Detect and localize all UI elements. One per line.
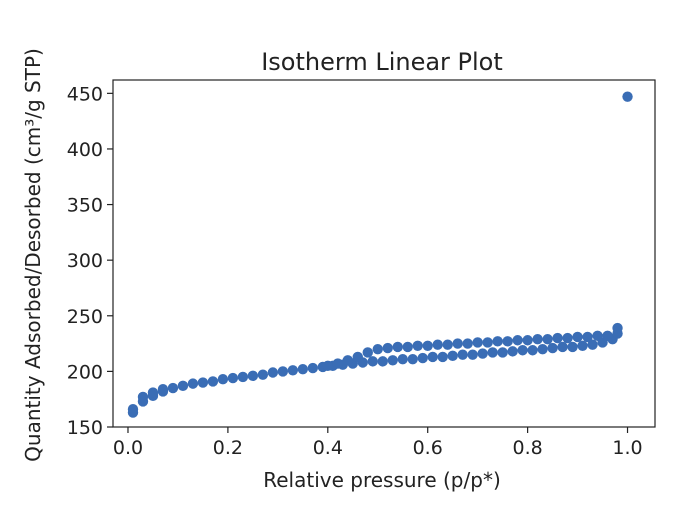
plot-area — [112, 79, 656, 428]
data-point — [187, 378, 199, 389]
data-point — [512, 335, 523, 346]
data-point — [417, 352, 428, 364]
data-point — [267, 367, 279, 378]
data-point — [407, 353, 418, 365]
data-points — [127, 91, 633, 418]
data-point — [167, 382, 179, 394]
data-point — [422, 340, 433, 352]
data-point — [497, 347, 508, 358]
y-tick-label: 150 — [67, 417, 103, 439]
data-point — [447, 350, 458, 362]
data-point — [297, 363, 309, 375]
data-point — [387, 355, 398, 366]
data-point — [377, 356, 388, 367]
data-point — [277, 366, 289, 377]
data-point — [127, 404, 139, 415]
y-tick-label: 400 — [67, 139, 103, 161]
data-point — [537, 343, 548, 355]
data-point — [577, 340, 588, 352]
data-point — [332, 358, 343, 369]
data-point — [207, 376, 219, 387]
x-tick-label: 1.0 — [612, 437, 642, 459]
y-tick-label: 200 — [67, 361, 103, 383]
data-point — [552, 332, 563, 344]
x-axis: 0.0 0.2 0.4 0.6 0.8 1.0 — [113, 427, 643, 459]
data-point — [592, 330, 603, 342]
data-point — [217, 373, 229, 385]
data-point — [432, 339, 443, 350]
data-point — [557, 341, 568, 353]
x-tick-label: 0.8 — [513, 437, 543, 459]
x-tick-label: 0.6 — [413, 437, 443, 459]
y-tick-label: 300 — [67, 250, 103, 272]
data-point — [527, 345, 538, 356]
y-axis: 150 200 250 300 350 400 450 — [67, 83, 113, 439]
data-point — [582, 331, 593, 343]
x-axis-label: Relative pressure (p/p*) — [263, 468, 501, 492]
data-point — [427, 351, 438, 363]
data-point — [562, 332, 573, 344]
x-tick-label: 0.2 — [213, 437, 243, 459]
data-point — [367, 356, 378, 367]
y-tick-label: 350 — [67, 195, 103, 217]
data-point — [507, 346, 518, 357]
data-point — [542, 333, 553, 345]
data-point — [487, 347, 498, 358]
data-point — [307, 362, 319, 374]
data-point — [237, 371, 249, 383]
data-point — [572, 331, 583, 343]
data-point — [612, 322, 623, 334]
y-tick-label: 250 — [67, 306, 103, 328]
data-point — [467, 349, 478, 360]
data-point — [372, 343, 383, 355]
data-point — [437, 351, 448, 363]
x-tick-label: 0.0 — [113, 437, 143, 459]
y-axis-label: Quantity Adsorbed/Desorbed (cm³/g STP) — [21, 48, 45, 462]
data-point — [492, 336, 503, 347]
data-point — [412, 340, 423, 352]
plot-frame — [112, 79, 656, 428]
data-point — [502, 336, 513, 347]
data-point — [517, 345, 528, 356]
data-point — [322, 360, 334, 372]
data-point — [392, 341, 403, 353]
data-point — [397, 353, 408, 365]
data-point — [147, 387, 159, 398]
data-point — [472, 337, 483, 348]
data-point — [402, 341, 413, 353]
data-point — [362, 347, 373, 358]
chart-title: Isotherm Linear Plot — [261, 48, 503, 76]
data-point — [547, 342, 558, 354]
x-tick-label: 0.4 — [313, 437, 343, 459]
data-point — [477, 348, 488, 359]
data-point — [177, 380, 189, 392]
data-point — [602, 330, 613, 342]
data-point — [532, 333, 543, 345]
data-point — [457, 349, 468, 360]
data-point — [382, 342, 393, 354]
data-point — [622, 91, 633, 102]
data-point — [452, 338, 463, 349]
data-point — [197, 377, 209, 388]
data-point — [462, 338, 473, 349]
data-point — [522, 335, 533, 346]
data-point — [257, 369, 269, 380]
data-point — [442, 339, 453, 350]
data-point — [137, 391, 149, 403]
data-point — [287, 365, 299, 376]
data-point — [157, 383, 169, 395]
data-point — [587, 339, 598, 350]
data-point — [247, 370, 259, 382]
data-point — [352, 351, 363, 363]
data-point — [567, 341, 578, 353]
data-point — [342, 355, 353, 366]
data-point — [482, 337, 493, 348]
y-tick-label: 450 — [67, 83, 103, 105]
data-point — [227, 372, 239, 384]
